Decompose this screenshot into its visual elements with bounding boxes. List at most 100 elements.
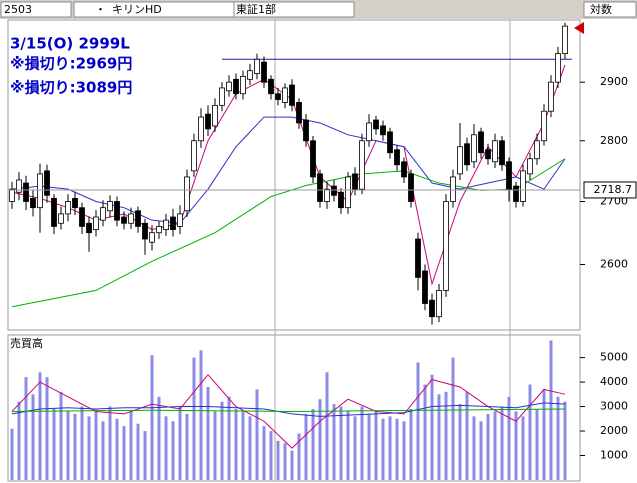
candle-body [359, 140, 365, 190]
volume-bar [542, 389, 546, 480]
candle-body [317, 173, 323, 202]
candle-body [212, 104, 218, 127]
candle-body [205, 113, 211, 130]
volume-bar [486, 413, 490, 480]
moving-average [11, 402, 566, 417]
candle-body [324, 188, 330, 202]
volume-bar [248, 416, 252, 480]
volume-bar [283, 443, 287, 480]
volume-bar [185, 413, 189, 480]
volume-bar [528, 384, 532, 480]
candle-body [226, 81, 232, 92]
candle-body [436, 289, 442, 318]
candle-body [163, 219, 169, 230]
volume-bar [24, 377, 28, 480]
volume-bar [563, 401, 567, 480]
candle-body [345, 176, 351, 209]
signal-arrow [574, 22, 584, 34]
y-tick-label: 5000 [600, 351, 628, 364]
candle-body [65, 201, 71, 215]
volume-bar [136, 423, 140, 480]
y-tick-label: 2600 [600, 258, 628, 271]
volume-bar [549, 340, 553, 480]
volume-bar [346, 411, 350, 480]
volume-bar [59, 391, 63, 480]
moving-average [11, 408, 566, 412]
candle-body [72, 197, 78, 209]
volume-bar [17, 401, 21, 480]
volume-bar [150, 355, 154, 480]
volume-bar [388, 416, 392, 480]
candle-body [555, 53, 561, 83]
volume-bar [423, 384, 427, 480]
volume-bar [479, 421, 483, 480]
market-box [233, 1, 355, 18]
candle-body [58, 213, 64, 224]
candle-body [268, 78, 274, 95]
candle-body [499, 140, 505, 166]
volume-bar [129, 411, 133, 480]
last-price-box [583, 181, 637, 199]
candle-body [471, 134, 477, 163]
volume-bar [199, 350, 203, 480]
candle-body [534, 140, 540, 160]
volume-bar [241, 411, 245, 480]
volume-bar [430, 374, 434, 480]
candle-body [408, 173, 414, 202]
volume-bar [311, 409, 315, 480]
volume-bar [514, 411, 518, 480]
candle-body [450, 176, 456, 202]
volume-bar [472, 416, 476, 480]
volume-bar [192, 357, 196, 480]
volume-bar [521, 416, 525, 480]
code: 2503 [4, 3, 32, 16]
volume-bar [87, 416, 91, 480]
volume-bar [500, 406, 504, 480]
candle-body [415, 238, 421, 278]
candle-body [233, 78, 239, 95]
candle-body [520, 170, 526, 202]
volume-bar [10, 428, 14, 480]
moving-average [11, 158, 566, 308]
candle-body [23, 182, 29, 202]
volume-bar [206, 386, 210, 480]
candle-body [331, 185, 337, 196]
volume-bar [143, 431, 147, 480]
volume-title: 売買高 [10, 336, 43, 350]
volume-bar [297, 433, 301, 480]
volume-bar [108, 406, 112, 480]
candle-body [128, 213, 134, 224]
volume-bar [493, 411, 497, 480]
volume-bar [178, 406, 182, 480]
moving-average [11, 116, 566, 224]
volume-bar [360, 406, 364, 480]
volume-bar [339, 406, 343, 480]
marks: 26002700280029002718.7100020003000400050… [8, 22, 637, 480]
candle-body [394, 149, 400, 166]
candle-body [457, 146, 463, 175]
volume-bar [395, 418, 399, 480]
candle-body [170, 216, 176, 230]
code-box [0, 1, 72, 18]
volume-bar [94, 409, 98, 480]
volume-bar [444, 391, 448, 480]
candle-body [51, 197, 57, 227]
candle-body [429, 299, 435, 318]
candle-body [380, 125, 386, 136]
volume-bar [80, 406, 84, 480]
volume-panel [7, 334, 581, 482]
candle-body [464, 143, 470, 166]
volume-bar [227, 396, 231, 480]
volume-bar [318, 399, 322, 480]
price-panel [7, 19, 581, 331]
candle-body [282, 87, 288, 103]
candle-body [506, 161, 512, 190]
candle-body [100, 207, 106, 221]
volume-bar [402, 421, 406, 480]
volume-bar [416, 362, 420, 480]
volume-bar [465, 391, 469, 480]
y-tick-label: 2000 [600, 424, 628, 437]
candle-body [492, 140, 498, 163]
annotation: 3/15(O) 2999L [10, 35, 130, 53]
candle-body [191, 140, 197, 172]
